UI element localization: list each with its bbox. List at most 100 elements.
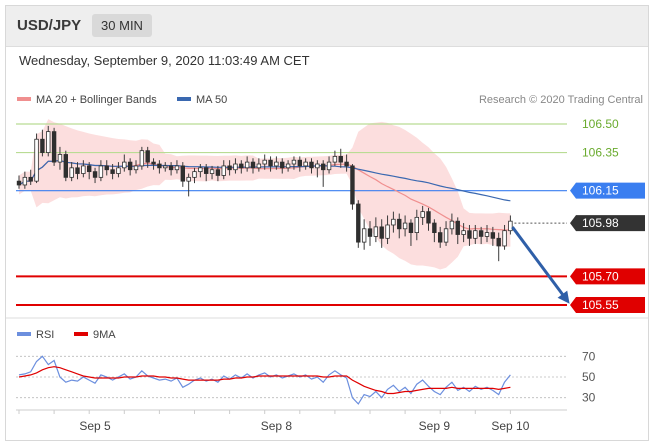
level-label-106-35: 106.35 — [582, 146, 619, 160]
candle-body — [437, 232, 443, 243]
time-axis-label: Sep 9 — [419, 419, 451, 433]
candle — [87, 162, 92, 180]
level-tag-105-98 — [570, 215, 645, 232]
candle — [192, 167, 197, 184]
candle — [461, 223, 466, 243]
candle — [28, 169, 33, 185]
candle-body — [110, 169, 115, 174]
candle — [449, 213, 455, 235]
candle-body — [361, 228, 367, 243]
candle — [326, 156, 332, 174]
candle-body — [186, 176, 191, 182]
header-bar: USD/JPY 30 MIN — [6, 6, 648, 47]
candle-body — [40, 138, 45, 153]
candle — [291, 156, 297, 170]
candle — [215, 165, 221, 182]
candle-body — [338, 155, 343, 163]
candle — [408, 219, 414, 246]
candle — [285, 160, 291, 172]
candle-body — [391, 218, 396, 226]
candle-body — [379, 226, 384, 239]
candle-body — [280, 161, 285, 169]
candle — [110, 164, 115, 180]
candle — [122, 154, 127, 172]
candle — [203, 164, 209, 182]
bollinger-band — [19, 119, 511, 270]
candle — [34, 133, 39, 184]
candle — [75, 162, 80, 180]
level-label-105-55: 105.55 — [582, 298, 619, 312]
candle — [397, 213, 402, 239]
candle-body — [344, 161, 349, 167]
candle — [420, 205, 425, 225]
candle — [467, 224, 472, 246]
candle — [315, 160, 320, 178]
candle-body — [490, 232, 496, 239]
candle-body — [502, 230, 507, 247]
candle-body — [22, 176, 28, 186]
candle-body — [233, 163, 238, 171]
level-tag-106-15 — [570, 182, 645, 199]
candle-body — [168, 165, 174, 171]
candle-body — [151, 161, 156, 165]
candle-body — [285, 163, 291, 169]
candle — [174, 160, 180, 174]
candle — [320, 160, 326, 187]
candle-body — [227, 165, 232, 171]
candle — [81, 160, 86, 178]
candle-body — [92, 171, 98, 178]
rsi-ma-line — [18, 366, 511, 395]
candle — [391, 211, 396, 233]
level-label-105-70: 105.70 — [582, 269, 619, 283]
candle-body — [81, 165, 86, 174]
candle — [16, 175, 22, 189]
candle — [244, 156, 250, 172]
candle-body — [309, 161, 314, 169]
candle-body — [262, 159, 267, 165]
candle-body — [274, 161, 279, 167]
candle — [40, 129, 45, 157]
candle-body — [473, 230, 478, 239]
forecast-arrow-head — [557, 290, 570, 304]
candle-body — [133, 165, 139, 171]
ma9-legend-label: 9MA — [93, 329, 116, 341]
candle-body — [122, 161, 127, 169]
candle — [127, 158, 133, 176]
candle — [46, 125, 51, 157]
candle — [163, 162, 168, 172]
candle — [133, 160, 139, 174]
candle — [379, 219, 384, 248]
candle — [356, 200, 361, 248]
candle — [367, 221, 373, 246]
candle — [437, 226, 443, 248]
candle-body — [320, 163, 326, 171]
candle — [432, 219, 437, 243]
candle-body — [397, 218, 402, 230]
time-axis-label: Sep 8 — [261, 419, 293, 433]
candle-body — [46, 131, 51, 153]
candle-body — [28, 176, 33, 182]
candle-body — [34, 138, 39, 182]
candle-body — [215, 169, 221, 176]
timeframe-button[interactable]: 30 MIN — [92, 14, 152, 37]
candle — [268, 156, 273, 172]
candle-body — [63, 154, 68, 178]
candle — [280, 158, 285, 174]
candle — [116, 162, 121, 178]
level-label-105-98: 105.98 — [582, 216, 619, 230]
ma20-legend-label: MA 20 + Bollinger Bands — [36, 94, 157, 106]
ma20-legend-swatch — [17, 97, 31, 101]
candle-body — [209, 169, 215, 174]
candle — [104, 160, 109, 176]
candle — [344, 154, 349, 172]
candle — [239, 160, 244, 174]
time-axis-label: Sep 10 — [491, 419, 529, 433]
candle-body — [51, 131, 57, 163]
candle-body — [432, 222, 437, 234]
chart-widget: USD/JPY 30 MIN Wednesday, September 9, 2… — [5, 5, 649, 441]
candle-body — [420, 211, 425, 218]
candle-body — [332, 155, 338, 163]
candle — [402, 215, 408, 237]
candle — [145, 146, 150, 168]
datetime-label: Wednesday, September 9, 2020 11:03:49 AM… — [19, 53, 310, 68]
